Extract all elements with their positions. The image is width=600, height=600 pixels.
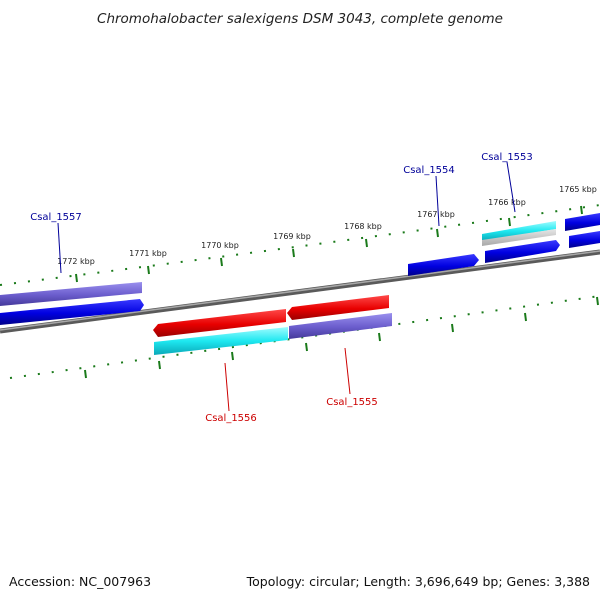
kbp-label: 1771 kbp [129, 249, 167, 258]
gene-label-csal-1554[interactable]: Csal_1554 [403, 165, 455, 176]
gene-label-csal-1556[interactable]: Csal_1556 [205, 413, 257, 424]
gene-label-csal-1555[interactable]: Csal_1555 [326, 397, 378, 408]
genome-backbone [0, 249, 600, 334]
accession-text: Accession: NC_007963 [9, 574, 151, 589]
gene-label-csal-1557[interactable]: Csal_1557 [30, 212, 82, 223]
kbp-label: 1769 kbp [273, 232, 311, 241]
gray-feature-right[interactable] [482, 229, 556, 246]
gene-csal-1553-feature[interactable] [482, 221, 556, 241]
outer-tick-row [0, 204, 600, 286]
kbp-label: 1766 kbp [488, 198, 526, 207]
kbp-label: 1770 kbp [201, 241, 239, 250]
kbp-label: 1768 kbp [344, 222, 382, 231]
inner-red-cds[interactable] [287, 295, 389, 320]
gene-csal-1554-feature[interactable] [408, 254, 479, 276]
outer-blue-cds-right-1[interactable] [485, 240, 560, 263]
gene-csal-1556-feature[interactable] [153, 309, 286, 337]
map-title: Chromohalobacter salexigens DSM 3043, co… [97, 11, 503, 27]
kbp-labels: 1772 kbp 1771 kbp 1770 kbp 1769 kbp 1768… [57, 185, 597, 266]
inner-cyan-cds[interactable] [154, 327, 288, 355]
kbp-label: 1765 kbp [559, 185, 597, 194]
genome-summary-text: Topology: circular; Length: 3,696,649 bp… [246, 574, 590, 589]
major-ticks [75, 205, 599, 379]
outer-blue-cds-right-3[interactable] [569, 231, 600, 248]
gene-label-csal-1553[interactable]: Csal_1553 [481, 152, 533, 163]
kbp-label: 1772 kbp [57, 257, 95, 266]
gene-csal-1555-feature[interactable] [289, 313, 392, 339]
gene-csal-1557-feature[interactable] [0, 282, 142, 306]
label-leaders [57, 161, 516, 412]
kbp-label: 1767 kbp [417, 210, 455, 219]
outer-blue-cds-right-2[interactable] [565, 213, 600, 231]
outer-blue-cds-left[interactable] [0, 299, 144, 325]
